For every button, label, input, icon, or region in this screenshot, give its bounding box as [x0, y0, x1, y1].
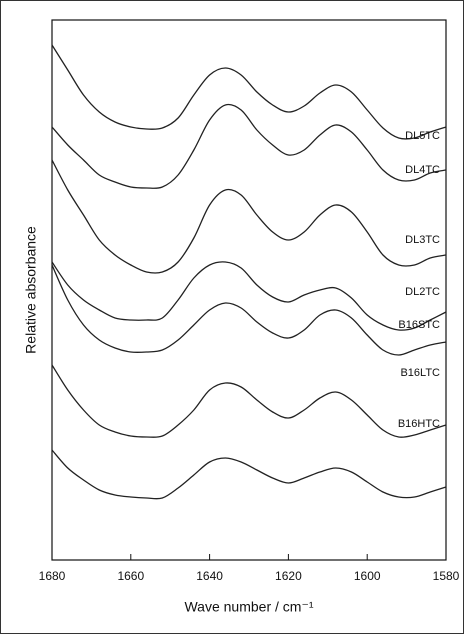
x-tick-label: 1680: [39, 569, 66, 583]
x-axis-title: Wave number / cm⁻¹: [184, 599, 313, 615]
series-label: B16STC: [398, 319, 440, 331]
spectrum-line: [51, 159, 447, 274]
series-label: DL2TC: [405, 286, 440, 298]
x-tick-label: 1580: [433, 569, 460, 583]
plot-frame: [51, 19, 447, 561]
spectrum-line: [51, 44, 447, 140]
x-tick-label: 1620: [275, 569, 302, 583]
series-label: B16HTC: [398, 418, 440, 430]
spectrum-line: [51, 103, 447, 189]
x-tick-label: 1600: [354, 569, 381, 583]
series-label: B16LTC: [400, 367, 440, 379]
spectrum-line: [51, 261, 447, 331]
spectrum-line: [51, 364, 447, 438]
spectrum-line: [51, 449, 447, 500]
series-label: DL5TC: [405, 130, 440, 142]
x-tick-label: 1640: [196, 569, 223, 583]
series-label: DL3TC: [405, 234, 440, 246]
series-label: DL4TC: [405, 164, 440, 176]
y-axis-title: Relative absorbance: [23, 226, 39, 354]
spectrum-line: [51, 264, 447, 356]
x-tick-label: 1660: [117, 569, 144, 583]
